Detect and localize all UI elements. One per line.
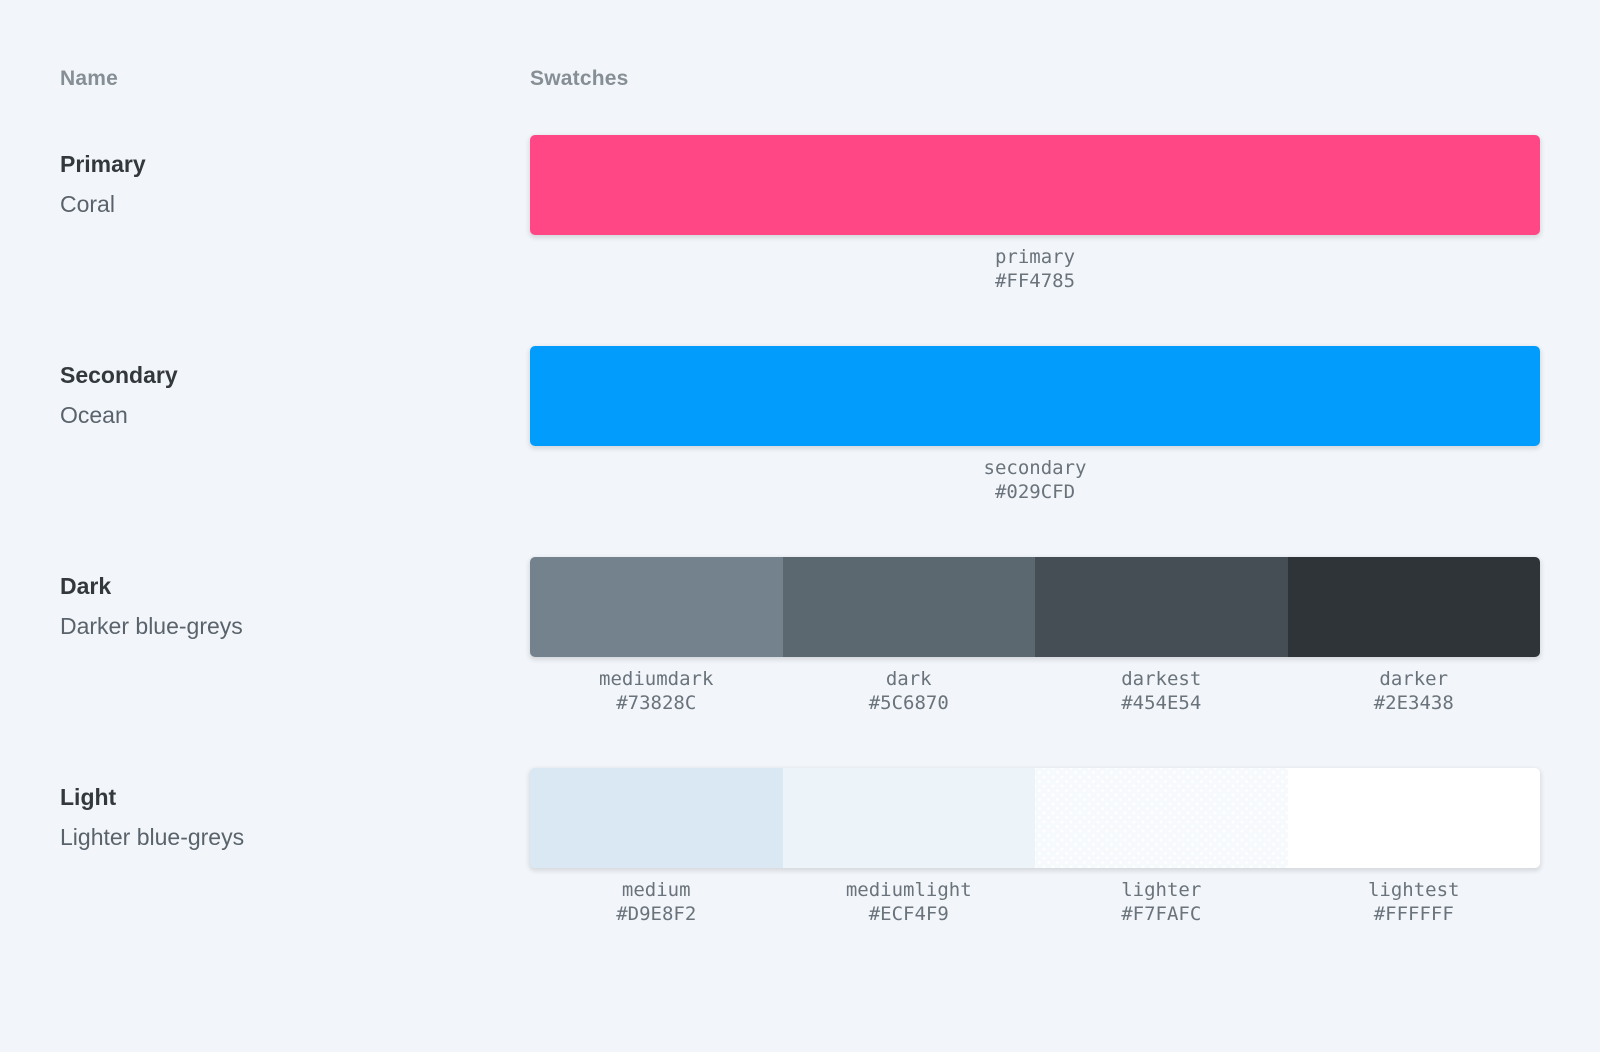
swatch-name-label: mediumdark	[599, 668, 714, 690]
swatch-hex-label: #2E3438	[1373, 692, 1454, 714]
swatch-name-label: medium	[621, 879, 691, 901]
swatch-label-lighter: lighter #F7FAFC	[1035, 878, 1288, 926]
palette-row-heading: Primary Coral	[60, 135, 530, 293]
swatch-darker	[1287, 557, 1540, 657]
palette-row-subtitle: Coral	[60, 191, 115, 217]
palette-row-heading: Light Lighter blue-greys	[60, 768, 530, 926]
swatch-darkest	[1035, 557, 1288, 657]
swatch-name-label: darker	[1379, 668, 1449, 690]
swatch-name-label: secondary	[983, 457, 1087, 479]
swatch-name-label: lighter	[1121, 879, 1202, 901]
swatch-label-primary: primary #FF4785	[530, 245, 1540, 293]
swatch-hex-label: #73828C	[616, 692, 697, 714]
swatch-bar	[530, 768, 1540, 868]
swatch-label-mediumdark: mediumdark #73828C	[530, 667, 783, 715]
swatch-name-label: mediumlight	[845, 879, 972, 901]
swatch-label-darkest: darkest #454E54	[1035, 667, 1288, 715]
color-palette: Name Swatches Primary Coral primary #FF47…	[60, 66, 1540, 926]
palette-rows: Primary Coral primary #FF4785 Secondary O…	[60, 135, 1540, 926]
swatch-hex-label: #029CFD	[994, 481, 1076, 503]
palette-row-title: Primary	[60, 151, 146, 177]
swatch-label-medium: medium #D9E8F2	[530, 878, 783, 926]
swatch-mediumdark	[530, 557, 783, 657]
palette-row-heading: Secondary Ocean	[60, 346, 530, 504]
swatch-labels: secondary #029CFD	[530, 456, 1540, 504]
swatch-name-label: primary	[994, 246, 1076, 268]
swatch-label-lightest: lightest #FFFFFF	[1288, 878, 1541, 926]
swatch-medium	[530, 768, 783, 868]
swatch-hex-label: #FFFFFF	[1373, 903, 1454, 925]
palette-row-swatches: secondary #029CFD	[530, 346, 1540, 504]
swatch-labels: mediumdark #73828C dark #5C6870 darkest #454E…	[530, 667, 1540, 715]
palette-row-swatches: medium #D9E8F2 mediumlight #ECF4F9 lighter #F…	[530, 768, 1540, 926]
swatch-dark	[782, 557, 1035, 657]
swatch-mediumlight	[782, 768, 1035, 868]
swatches-column-header: Swatches	[530, 67, 629, 90]
swatch-hex-label: #D9E8F2	[616, 903, 697, 925]
swatch-label-darker: darker #2E3438	[1288, 667, 1541, 715]
palette-row-title: Secondary	[60, 362, 178, 388]
swatch-name-label: darkest	[1121, 668, 1202, 690]
swatch-hex-label: #454E54	[1121, 692, 1202, 714]
swatch-bar	[530, 135, 1540, 235]
swatch-label-dark: dark #5C6870	[783, 667, 1036, 715]
palette-row: Light Lighter blue-greys medium #D9E8F2 me…	[60, 768, 1540, 926]
palette-row-subtitle: Ocean	[60, 402, 128, 428]
name-column-header: Name	[60, 67, 118, 90]
swatch-label-secondary: secondary #029CFD	[530, 456, 1540, 504]
palette-row-subtitle: Lighter blue-greys	[60, 824, 245, 850]
swatch-bar	[530, 557, 1540, 657]
swatch-bar	[530, 346, 1540, 446]
swatch-lighter	[1035, 768, 1288, 868]
swatch-hex-label: #5C6870	[868, 692, 949, 714]
swatch-name-label: dark	[885, 668, 932, 690]
palette-row-title: Light	[60, 784, 117, 810]
swatch-hex-label: #F7FAFC	[1121, 903, 1202, 925]
palette-row: Dark Darker blue-greys mediumdark #73828C…	[60, 557, 1540, 715]
swatch-lightest	[1287, 768, 1540, 868]
swatch-primary	[530, 135, 1540, 235]
palette-row-swatches: mediumdark #73828C dark #5C6870 darkest #454E…	[530, 557, 1540, 715]
palette-row: Primary Coral primary #FF4785	[60, 135, 1540, 293]
palette-row-title: Dark	[60, 573, 112, 599]
palette-row: Secondary Ocean secondary #029CFD	[60, 346, 1540, 504]
swatch-label-mediumlight: mediumlight #ECF4F9	[783, 878, 1036, 926]
palette-row-heading: Dark Darker blue-greys	[60, 557, 530, 715]
palette-header-row: Name Swatches	[60, 66, 1540, 92]
swatch-secondary	[530, 346, 1540, 446]
palette-row-swatches: primary #FF4785	[530, 135, 1540, 293]
swatch-hex-label: #FF4785	[994, 270, 1076, 292]
swatch-labels: medium #D9E8F2 mediumlight #ECF4F9 lighter #F…	[530, 878, 1540, 926]
palette-row-subtitle: Darker blue-greys	[60, 613, 243, 639]
swatch-labels: primary #FF4785	[530, 245, 1540, 293]
swatch-name-label: lightest	[1367, 879, 1460, 901]
swatch-hex-label: #ECF4F9	[868, 903, 949, 925]
